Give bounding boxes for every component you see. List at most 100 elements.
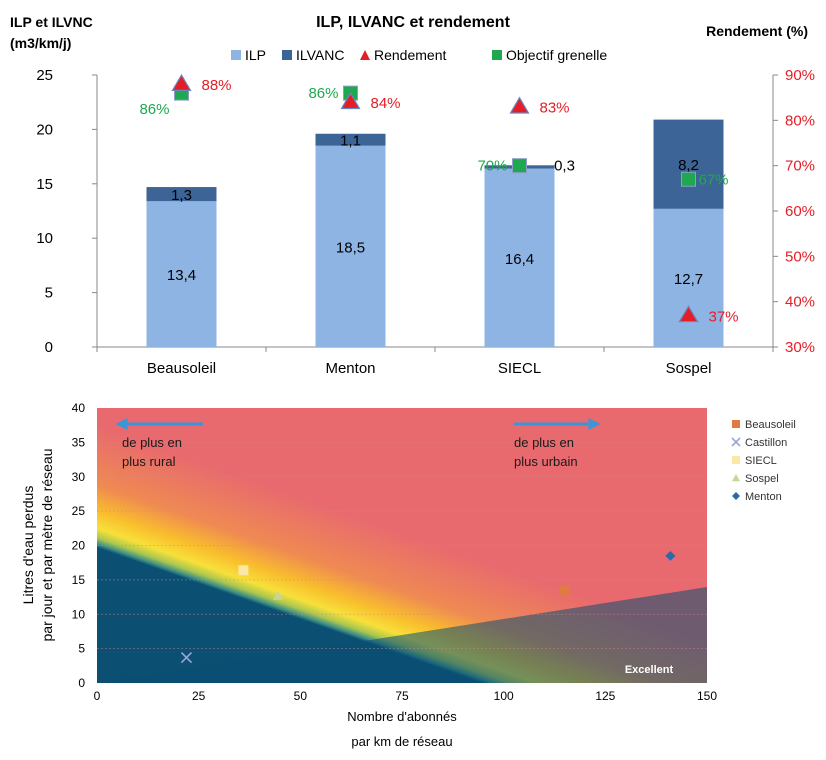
marker-rendement [340, 92, 361, 110]
top-bars: 13,4 1,3 18,5 1,1 16,4 0,3 12,7 8,2 [146, 119, 724, 347]
top-y2-tick-label: 90% [785, 67, 815, 84]
point-siecl [238, 565, 249, 576]
bottom-y-tick-label: 20 [72, 539, 86, 553]
bottom-y-tick-label: 0 [78, 676, 85, 690]
bottom-y-tick-label: 5 [78, 642, 85, 656]
top-axes: 0 5 10 15 20 25 30% 40% 50% 60% 70% 80% 90% Beausolei… [36, 67, 815, 377]
bottom-y-tick-label: 40 [72, 401, 86, 415]
top-legend: ILP ILVANC Rendement Objectif grenelle [231, 47, 607, 63]
data-label-ilvanc: 0,3 [554, 157, 575, 174]
top-x-tick-label: Menton [325, 360, 375, 377]
bottom-x-tick-label: 125 [595, 689, 615, 703]
bar-ilp [653, 208, 724, 347]
legend-marker-sospel [732, 474, 740, 482]
bottom-grid [97, 442, 707, 649]
data-label-objectif: 67% [699, 171, 729, 188]
top-y2-axis-title: Rendement (%) [706, 23, 808, 39]
bottom-y-tick-label: 10 [72, 607, 86, 621]
data-label-ilp: 16,4 [505, 251, 534, 268]
data-label-ilvanc: 8,2 [678, 157, 699, 174]
legend-swatch-objectif [492, 50, 502, 60]
data-label-ilp: 12,7 [674, 271, 703, 288]
annotation-excellent: Excellent [625, 664, 674, 676]
data-label-ilp: 13,4 [167, 267, 196, 284]
top-chart: ILP et ILVNC (m3/km/j) ILP, ILVANC et re… [10, 14, 815, 377]
marker-rendement [509, 96, 530, 114]
data-label-rendement: 88% [202, 77, 232, 94]
data-label-ilvanc: 1,1 [340, 133, 361, 150]
bottom-y-tick-label: 25 [72, 504, 86, 518]
bottom-x-tick-label: 100 [494, 689, 514, 703]
top-y2-tick-label: 40% [785, 294, 815, 311]
annotation-rural-line2: plus rural [122, 454, 176, 469]
legend-marker-beausoleil [732, 420, 740, 428]
point-sospel [272, 590, 283, 600]
top-y-tick-label: 10 [36, 230, 53, 247]
data-label-rendement: 37% [709, 308, 739, 325]
bottom-y-axis-title-line1: Litres d'eau perdus [20, 486, 36, 605]
legend-marker-menton [732, 492, 740, 500]
bottom-y-tick-label: 35 [72, 435, 86, 449]
bottom-axes: 0 5 10 15 20 25 30 35 40 0 25 50 75 100 125 150 [72, 401, 718, 703]
point-beausoleil [559, 585, 570, 596]
top-y-tick-label: 15 [36, 176, 53, 193]
top-y-tick-label: 25 [36, 67, 53, 84]
legend-label-beausoleil: Beausoleil [745, 419, 796, 431]
data-label-objectif: 86% [139, 101, 169, 118]
bottom-x-tick-label: 25 [192, 689, 206, 703]
bottom-points [180, 550, 676, 664]
bar-ilvanc [653, 119, 724, 209]
bottom-x-tick-label: 50 [294, 689, 308, 703]
data-label-ilvanc: 1,3 [171, 187, 192, 204]
data-label-rendement: 84% [371, 95, 401, 112]
marker-rendement [171, 73, 192, 91]
bottom-y-tick-label: 30 [72, 470, 86, 484]
top-y2-tick-label: 30% [785, 339, 815, 356]
legend-label-sospel: Sospel [745, 473, 779, 485]
top-x-tick-label: Beausoleil [147, 360, 216, 377]
bottom-x-axis-title-line2: par km de réseau [351, 734, 452, 749]
top-y-tick-label: 20 [36, 121, 53, 138]
bar-ilvanc [315, 133, 386, 146]
data-label-objectif: 70% [477, 158, 507, 175]
legend-label-ilp: ILP [245, 47, 266, 63]
marker-objectif [681, 171, 696, 187]
bottom-y-tick-label: 15 [72, 573, 86, 587]
legend-label-castillon: Castillon [745, 437, 787, 449]
bottom-x-tick-label: 150 [697, 689, 717, 703]
top-y-axis-title-line2: (m3/km/j) [10, 35, 71, 51]
top-y2-tick-label: 50% [785, 248, 815, 265]
data-label-objectif: 86% [308, 85, 338, 102]
data-label-rendement: 83% [540, 100, 570, 117]
top-y-tick-label: 5 [45, 285, 53, 302]
top-chart-title: ILP, ILVANC et rendement [316, 14, 510, 31]
bar-ilp [315, 145, 386, 347]
bottom-legend: Beausoleil Castillon SIECL Sospel Menton [731, 419, 796, 503]
excellent-zone [97, 587, 707, 683]
marker-objectif [512, 158, 527, 174]
legend-label-rendement: Rendement [374, 47, 446, 63]
top-y-axis-title-line1: ILP et ILVNC [10, 14, 93, 30]
point-castillon [180, 651, 193, 664]
top-y2-tick-label: 80% [785, 112, 815, 129]
bottom-x-tick-label: 75 [395, 689, 409, 703]
top-y2-tick-label: 70% [785, 158, 815, 175]
data-label-ilp: 18,5 [336, 239, 365, 256]
top-y-tick-label: 0 [45, 339, 53, 356]
top-x-tick-label: SIECL [498, 360, 541, 377]
legend-label-menton: Menton [745, 491, 782, 503]
bar-ilp [146, 201, 217, 347]
bottom-y-axis-title-line2: par jour et par mètre de réseau [39, 449, 55, 642]
marker-rendement [678, 305, 699, 323]
legend-marker-castillon [731, 437, 741, 447]
legend-swatch-ilvanc [282, 50, 292, 60]
annotation-urbain-line1: de plus en [514, 435, 574, 450]
bar-ilp [484, 168, 555, 347]
legend-swatch-ilp [231, 50, 241, 60]
point-menton [665, 550, 676, 561]
annotation-urbain-line2: plus urbain [514, 454, 578, 469]
annotation-rural-line1: de plus en [122, 435, 182, 450]
legend-marker-siecl [732, 456, 740, 464]
top-x-tick-label: Sospel [666, 360, 712, 377]
